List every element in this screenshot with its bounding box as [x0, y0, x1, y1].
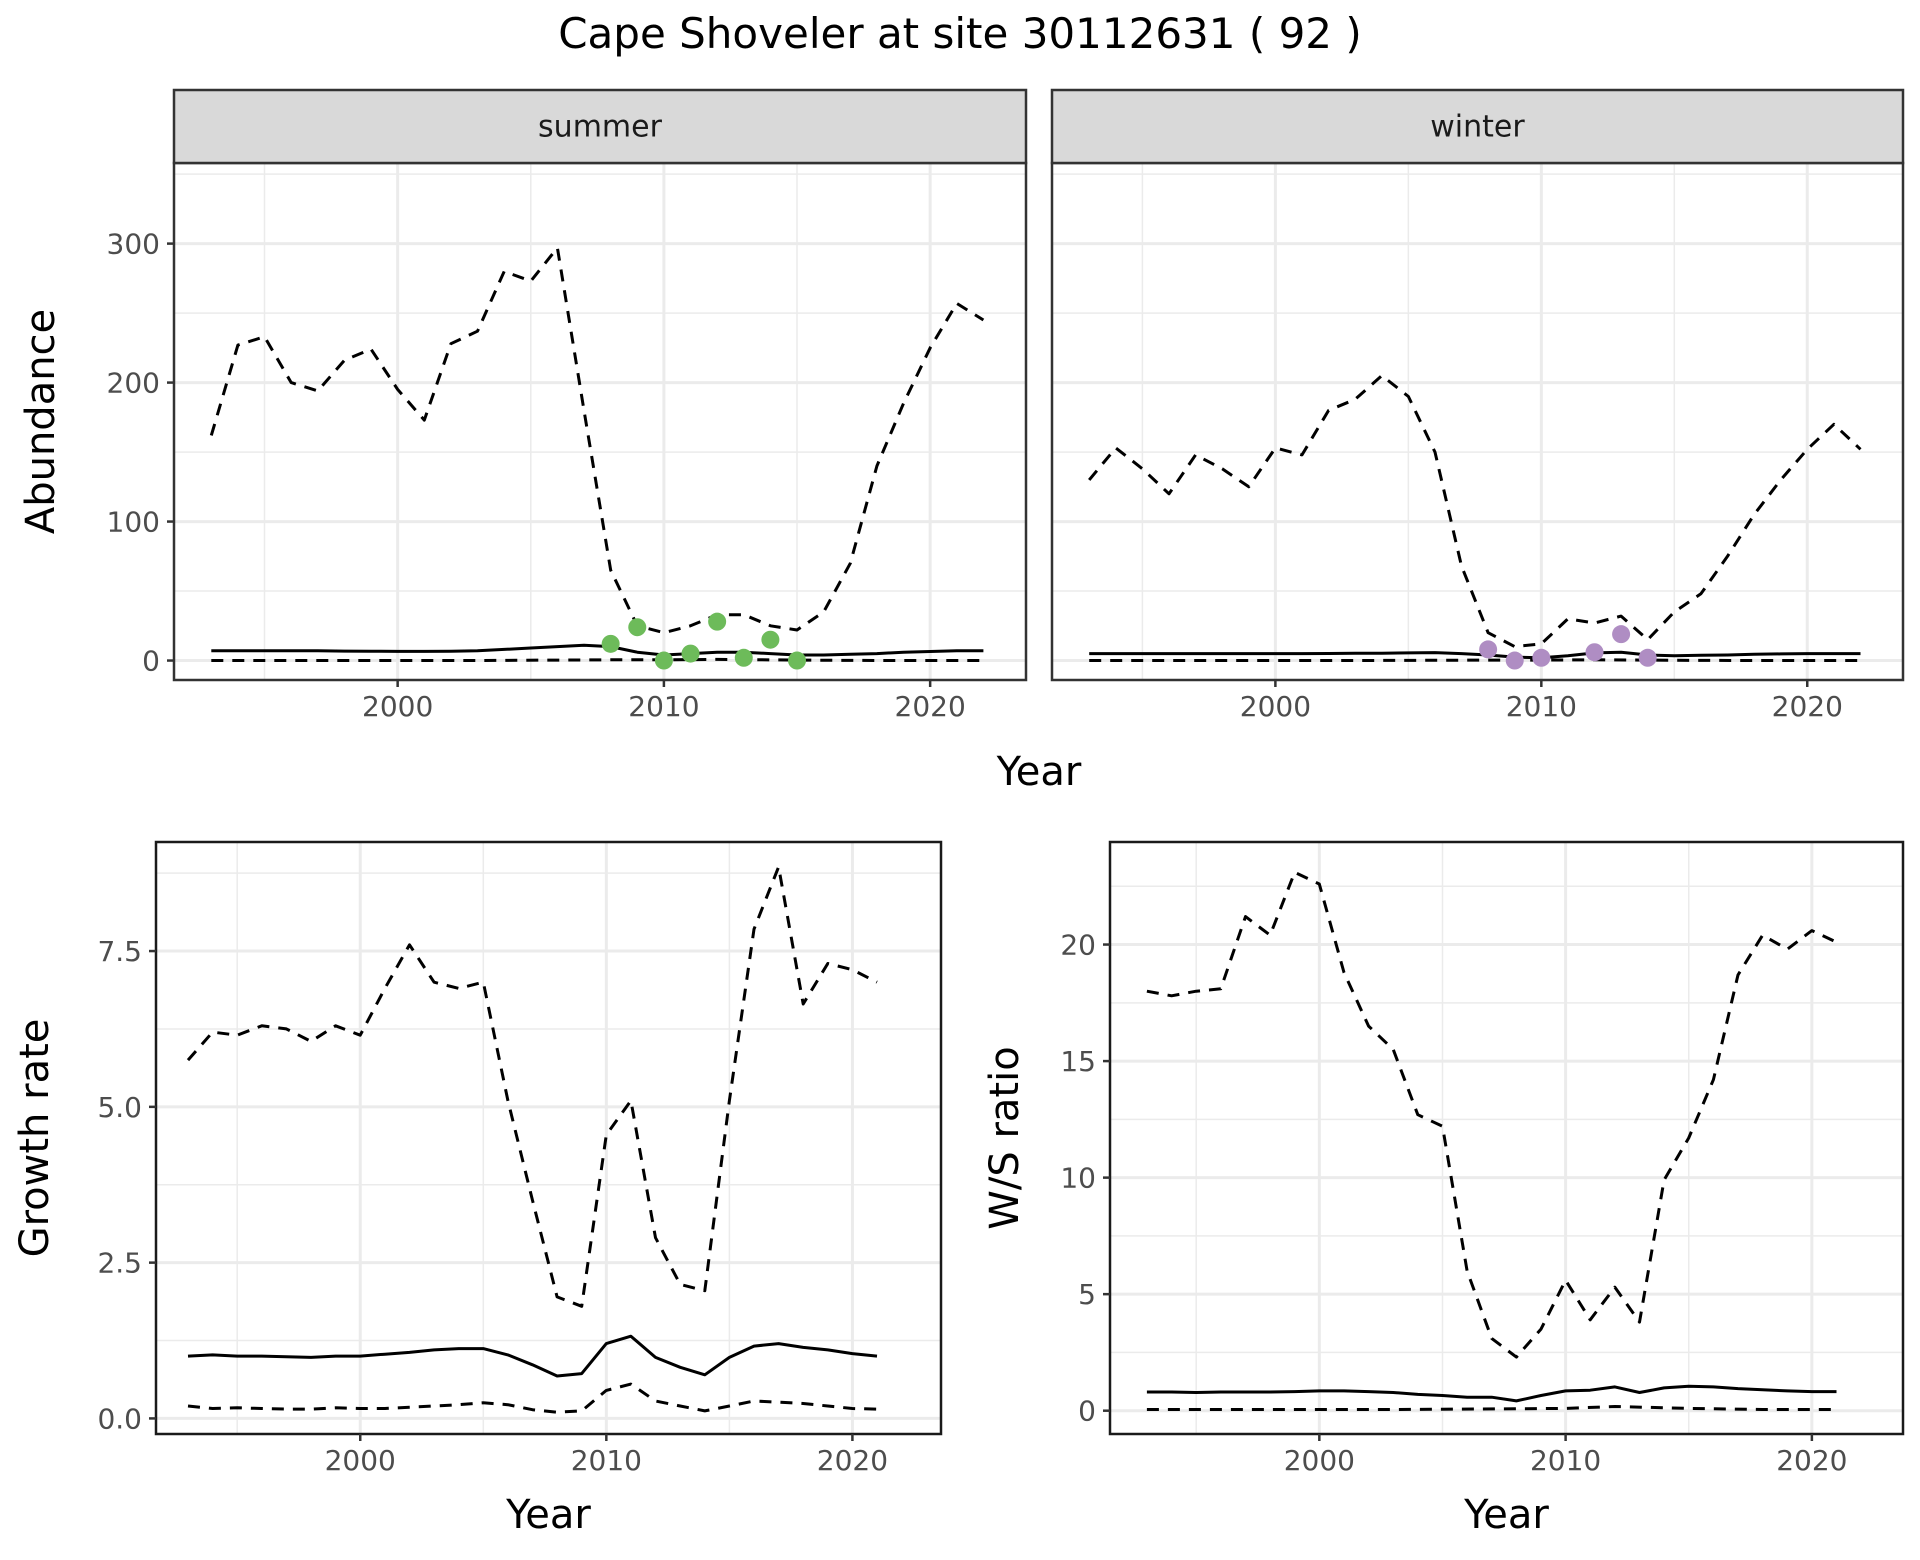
x-tick-label: 2020 [817, 1444, 888, 1477]
plot-background [1110, 842, 1903, 1434]
data-point [1612, 625, 1631, 644]
panel-winter: winter 2000 2010 2020 [1050, 88, 1905, 723]
panel-border [1108, 840, 1905, 1436]
series-line-1 [1146, 870, 1838, 1359]
y-axis-title: Abundance [18, 309, 64, 534]
plot-background [156, 842, 941, 1434]
x-tick-label: 2000 [362, 690, 433, 723]
y-tick-label: 300 [107, 228, 160, 261]
series-line-3 [1089, 658, 1861, 662]
data-point [1638, 648, 1657, 667]
plot-background [174, 163, 1026, 680]
series-line-3 [211, 657, 984, 662]
y-tick-label: 10 [1060, 1162, 1096, 1195]
x-tick-label: 2010 [571, 1444, 642, 1477]
figure-title: Cape Shoveler at site 30112631 ( 92 ) [558, 9, 1362, 58]
series-line-2 [211, 643, 984, 657]
x-axis-title: Year [1463, 1492, 1549, 1538]
x-tick-label: 2020 [895, 690, 966, 723]
data-point [788, 651, 807, 670]
y-tick-label: 20 [1060, 929, 1096, 962]
x-tick-label: 2000 [1284, 1444, 1355, 1477]
data-point [654, 651, 673, 670]
data-point [1532, 648, 1551, 667]
data-point [1479, 640, 1498, 659]
x-axis-title: Year [505, 1492, 591, 1538]
facet-label: winter [1430, 110, 1525, 145]
series-line-1 [209, 246, 985, 635]
y-tick-label: 200 [107, 367, 160, 400]
x-tick-label: 2010 [1506, 690, 1577, 723]
facet-strip [172, 88, 1028, 165]
data-point [708, 612, 727, 631]
series-line-3 [187, 1382, 878, 1414]
series-line-3 [1146, 1405, 1837, 1411]
y-tick-label: 100 [107, 506, 160, 539]
data-point [681, 644, 700, 663]
facet-strip [1050, 88, 1905, 165]
x-tick-label: 2000 [1240, 690, 1311, 723]
data-point [734, 648, 753, 667]
panel-border [154, 840, 943, 1436]
y-tick-label: 0 [1078, 1395, 1096, 1428]
series-line-2 [187, 1334, 878, 1378]
series-line-2 [1146, 1384, 1837, 1403]
y-tick-label: 2.5 [97, 1247, 142, 1280]
data-point [761, 630, 780, 649]
y-axis-title: W/S ratio [982, 1046, 1028, 1229]
x-tick-label: 2020 [1776, 1444, 1847, 1477]
x-axis-title: Year [996, 749, 1082, 795]
data-point [1585, 643, 1604, 662]
y-tick-label: 5.0 [97, 1091, 142, 1124]
y-tick-label: 15 [1060, 1045, 1096, 1078]
x-tick-label: 2020 [1772, 690, 1843, 723]
x-tick-label: 2010 [1530, 1444, 1601, 1477]
y-tick-label: 0 [142, 645, 160, 678]
y-axis-title: Growth rate [12, 1019, 58, 1258]
y-tick-label: 5 [1078, 1278, 1096, 1311]
y-tick-label: 0.0 [97, 1402, 142, 1435]
series-line-1 [186, 865, 878, 1308]
y-tick-label: 7.5 [97, 935, 142, 968]
data-point [628, 618, 647, 637]
series-line-1 [1088, 374, 1862, 649]
data-point [601, 634, 620, 653]
data-point [1505, 651, 1524, 670]
panel-summer: summer 0 100 200 300 2000 2010 2020 Abundance Yea… [18, 88, 1082, 795]
x-tick-label: 2010 [628, 690, 699, 723]
facet-label: summer [538, 110, 663, 145]
panel-growth: 0.0 2.5 5.0 7.5 2000 2010 2020 Growth rate Year [12, 840, 943, 1538]
panel-ratio: 0 5 10 15 20 2000 2010 2020 W/S ratio Year [982, 840, 1905, 1538]
x-tick-label: 2000 [325, 1444, 396, 1477]
series-line-2 [1089, 650, 1861, 660]
plot-background [1052, 163, 1903, 680]
